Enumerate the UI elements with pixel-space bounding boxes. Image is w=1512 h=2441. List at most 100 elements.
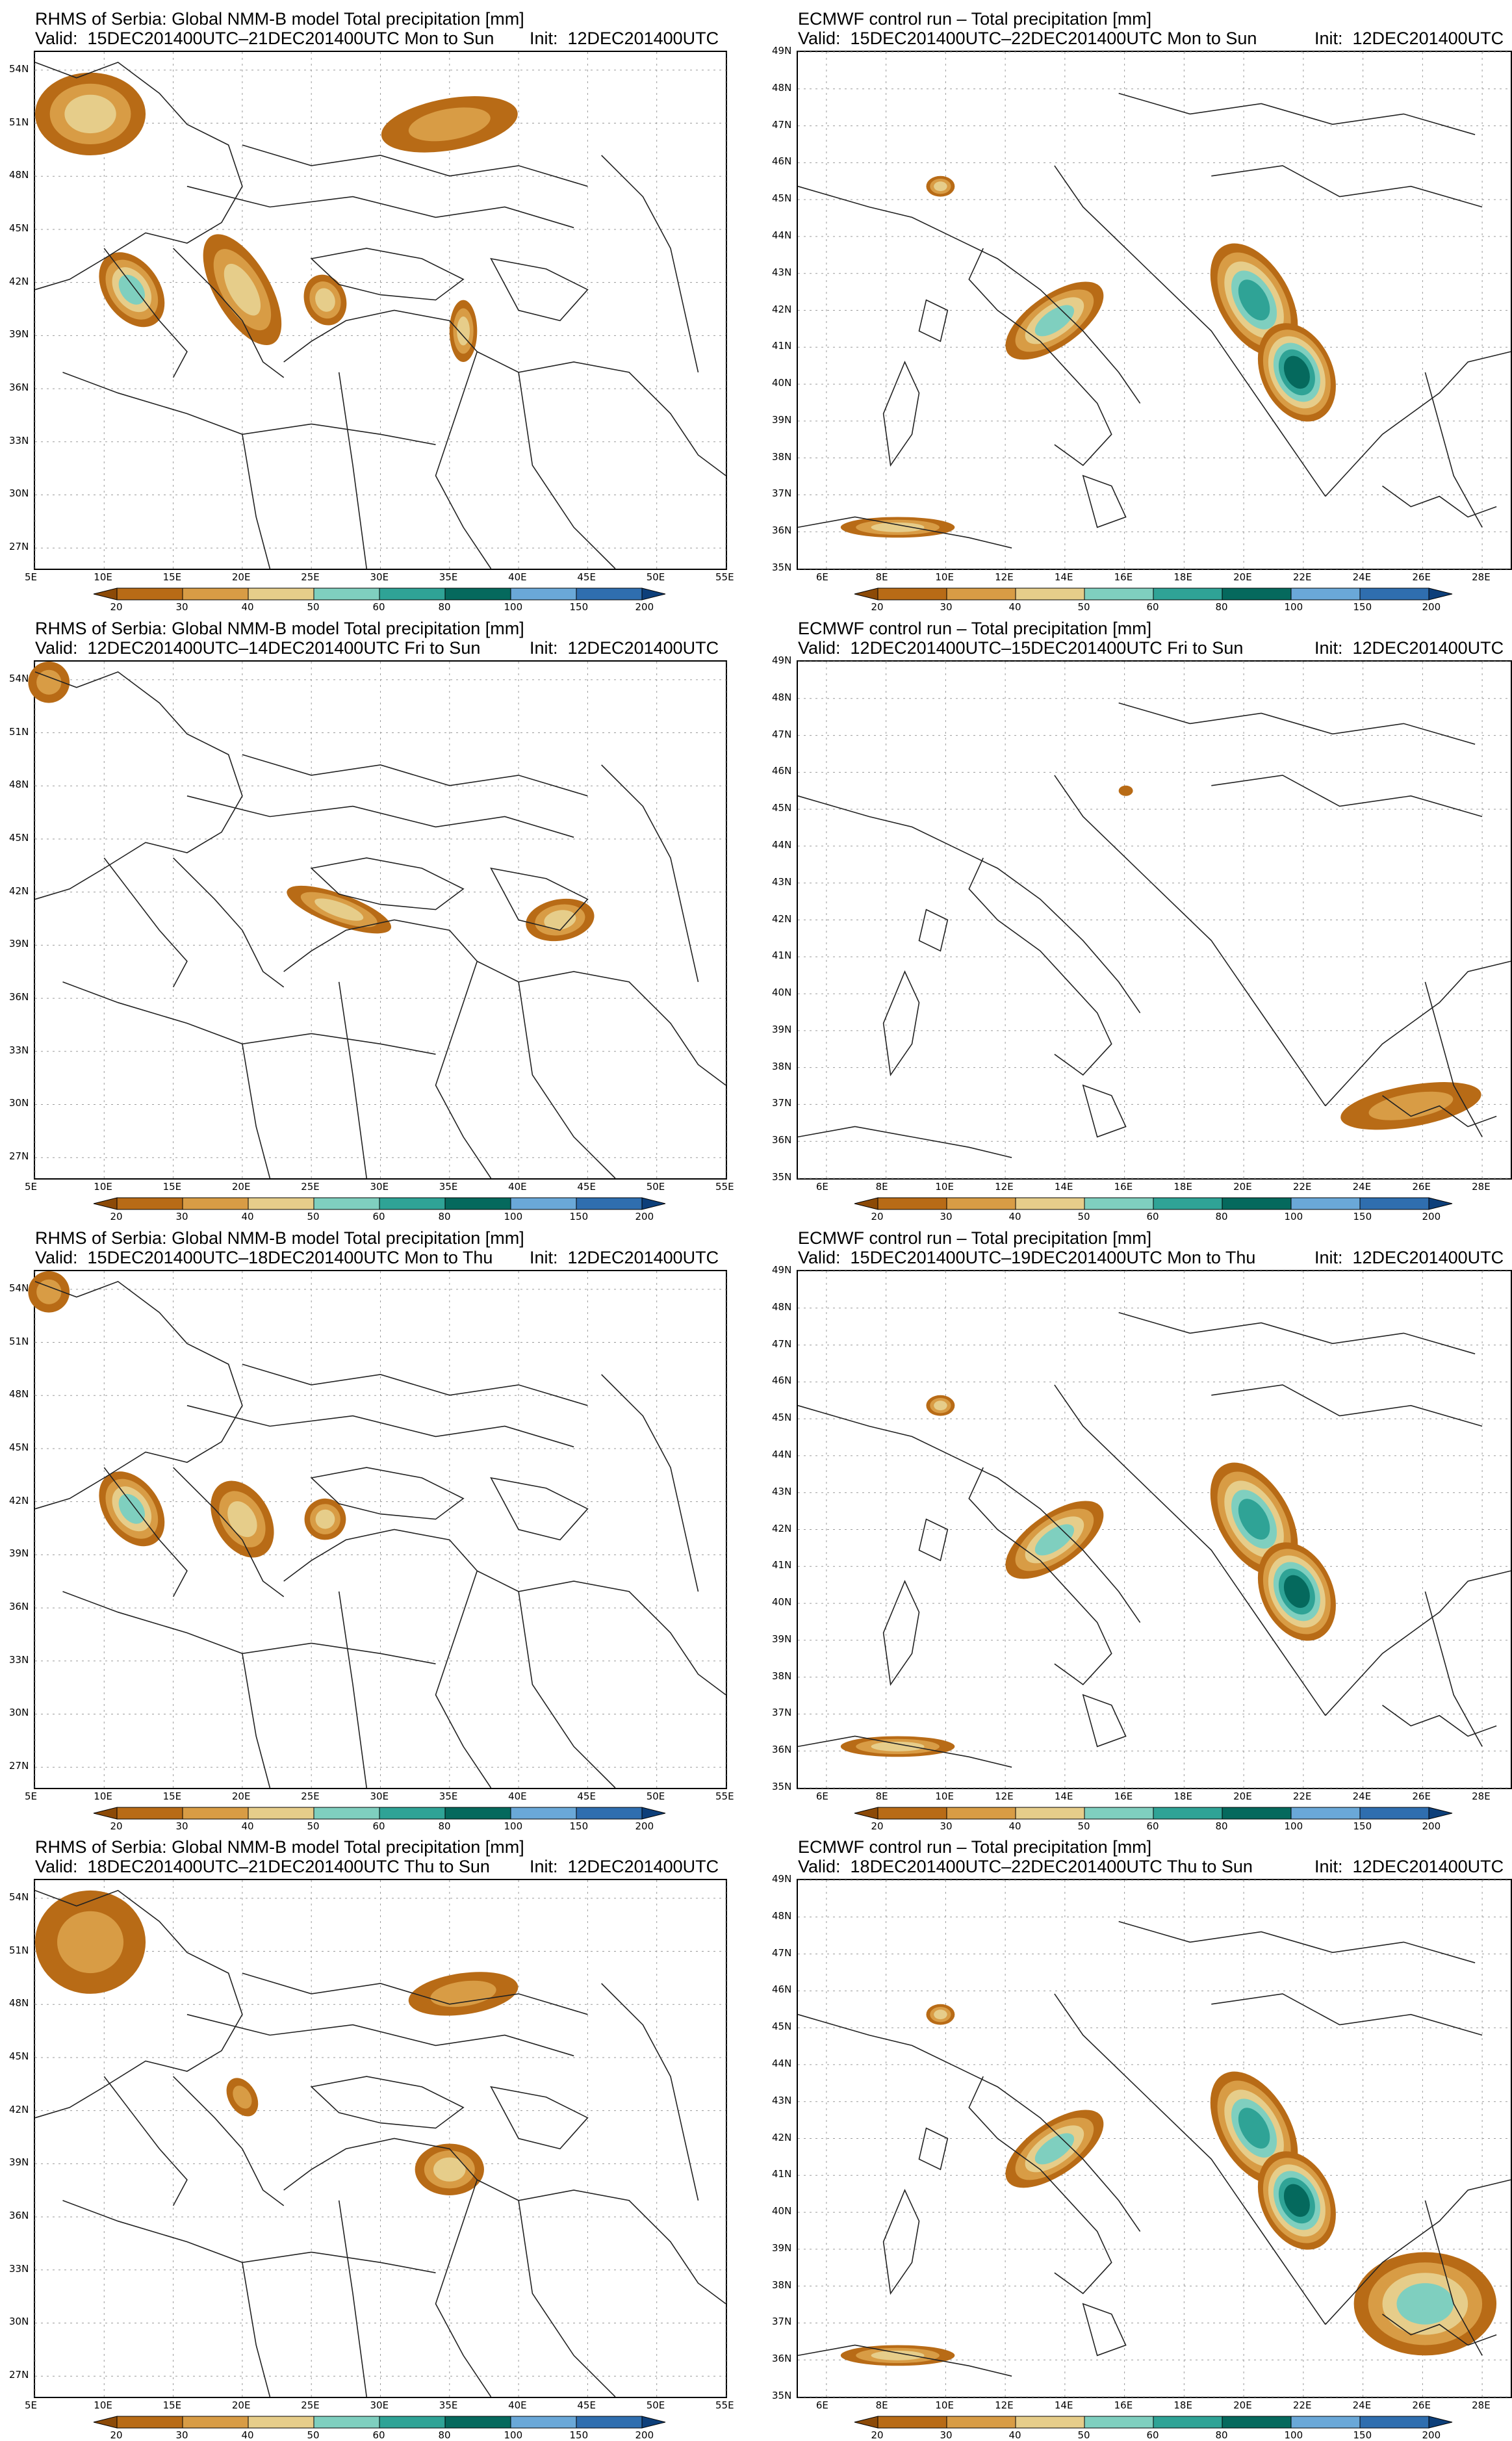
coastline-border — [918, 2127, 949, 2171]
latitude-tick-label: 49N — [772, 45, 792, 57]
colorbar-label: 100 — [1284, 2429, 1303, 2441]
longitude-tick-label: 40E — [508, 1181, 527, 1193]
colorbar-swatch — [444, 2416, 511, 2429]
colorbar-label: 20 — [871, 1211, 884, 1222]
precipitation-map — [797, 660, 1512, 1180]
colorbar-label: 40 — [1008, 601, 1021, 613]
colorbar-label: 20 — [110, 1820, 123, 1832]
precipitation-area — [926, 2004, 955, 2025]
latitude-tick-label: 42N — [9, 885, 29, 897]
map-canvas — [34, 52, 726, 569]
longitude-tick-label: 8E — [875, 2399, 888, 2411]
panel-init-time: Init: 12DEC201400UTC — [530, 1248, 719, 1267]
colorbar-swatch — [1428, 1197, 1452, 1210]
coastline-border — [186, 185, 574, 229]
longitude-tick-label: 20E — [231, 571, 251, 583]
colorbar-swatch — [248, 1197, 314, 1210]
panel-title: RHMS of Serbia: Global NMM-B model Total… — [35, 1228, 524, 1248]
colorbar-label: 20 — [871, 601, 884, 613]
colorbar-label: 150 — [1353, 601, 1372, 613]
coastline-border — [103, 248, 188, 378]
precipitation-map — [797, 1270, 1512, 1789]
latitude-tick-label: 48N — [9, 1997, 29, 2009]
coastline-border — [34, 671, 243, 900]
precipitation-area — [1353, 2252, 1497, 2356]
colorbar-label: 60 — [372, 601, 385, 613]
colorbar-swatch — [641, 1807, 665, 1820]
latitude-tick-label: 46N — [772, 155, 792, 168]
coastline-border — [490, 1477, 589, 1541]
precipitation-area — [408, 1972, 519, 2016]
latitude-tick-label: 33N — [9, 434, 29, 446]
latitude-tick-label: 42N — [9, 275, 29, 287]
colorbar-swatch — [576, 588, 642, 601]
precipitation-area — [99, 1471, 165, 1547]
coastline-border — [797, 1735, 1012, 1768]
colorbar — [854, 2416, 1452, 2429]
coastline-border — [1082, 2303, 1127, 2357]
colorbar-label: 80 — [438, 2429, 451, 2441]
precipitation-contour — [1238, 1499, 1270, 1540]
longitude-tick-label: 30E — [370, 571, 389, 583]
longitude-tick-label: 35E — [439, 571, 458, 583]
latitude-tick-label: 38N — [772, 450, 792, 463]
colorbar-label: 150 — [569, 1211, 589, 1222]
coastline-border — [1118, 92, 1476, 135]
coastline-border — [882, 970, 920, 1077]
coastline-border — [283, 1529, 478, 1582]
longitude-tick-label: 24E — [1352, 1181, 1372, 1193]
colorbar-swatch — [444, 1807, 511, 1820]
coastline-border — [338, 1591, 367, 1789]
coastline-border — [1118, 702, 1476, 745]
latitude-tick-label: 27N — [9, 541, 29, 553]
coastline-border — [518, 372, 616, 569]
colorbar-swatch — [576, 1807, 642, 1820]
latitude-tick-label: 45N — [772, 2021, 792, 2033]
coastline-border — [882, 2189, 920, 2295]
coastline-border — [186, 795, 574, 838]
panel-init-time: Init: 12DEC201400UTC — [1314, 29, 1504, 48]
coastline-border — [242, 1972, 588, 2015]
colorbar-label: 30 — [175, 1820, 188, 1832]
latitude-tick-label: 35N — [772, 562, 792, 573]
colorbar-swatch — [379, 1807, 445, 1820]
colorbar-label: 30 — [175, 2429, 188, 2441]
latitude-tick-label: 35N — [772, 1781, 792, 1792]
latitude-tick-label: 48N — [772, 1909, 792, 1922]
latitude-tick-label: 33N — [9, 1653, 29, 1666]
map-canvas — [28, 662, 726, 1179]
colorbar-label: 60 — [372, 1211, 385, 1222]
colorbar-swatch — [1290, 588, 1360, 601]
longitude-tick-label: 26E — [1412, 2399, 1431, 2411]
coastline-border — [490, 257, 589, 322]
precipitation-area — [1005, 2110, 1104, 2188]
coastline-border — [338, 372, 367, 569]
latitude-tick-label: 36N — [9, 381, 29, 394]
panel-valid-period: Valid: 12DEC201400UTC–14DEC201400UTC Fri… — [35, 638, 481, 658]
latitude-tick-label: 37N — [772, 1707, 792, 1719]
coastline-border — [173, 857, 285, 988]
precipitation-area — [203, 234, 282, 346]
longitude-tick-label: 10E — [94, 1181, 112, 1193]
longitude-tick-label: 20E — [1233, 1790, 1252, 1802]
longitude-tick-label: 14E — [1054, 1181, 1073, 1193]
coastline-border — [476, 1570, 726, 1696]
coastline-border — [1082, 474, 1127, 528]
colorbar-label: 50 — [307, 601, 320, 613]
latitude-tick-label: 39N — [772, 413, 792, 426]
colorbar-swatch — [854, 2416, 878, 2429]
coastline-border — [34, 1280, 243, 1510]
longitude-tick-label: 55E — [715, 1181, 734, 1193]
coastline-border — [882, 1580, 920, 1686]
coastline-border — [968, 2076, 1112, 2295]
latitude-tick-label: 51N — [9, 725, 29, 738]
coastline-border — [490, 2086, 589, 2150]
latitude-tick-label: 54N — [9, 672, 29, 684]
precipitation-contour — [1118, 785, 1133, 796]
colorbar-swatch — [1359, 588, 1429, 601]
latitude-tick-label: 45N — [9, 222, 29, 234]
longitude-tick-label: 10E — [935, 571, 954, 583]
longitude-tick-label: 30E — [370, 1790, 389, 1802]
coastline-border — [1382, 485, 1497, 518]
panel-init-time: Init: 12DEC201400UTC — [530, 1857, 719, 1876]
